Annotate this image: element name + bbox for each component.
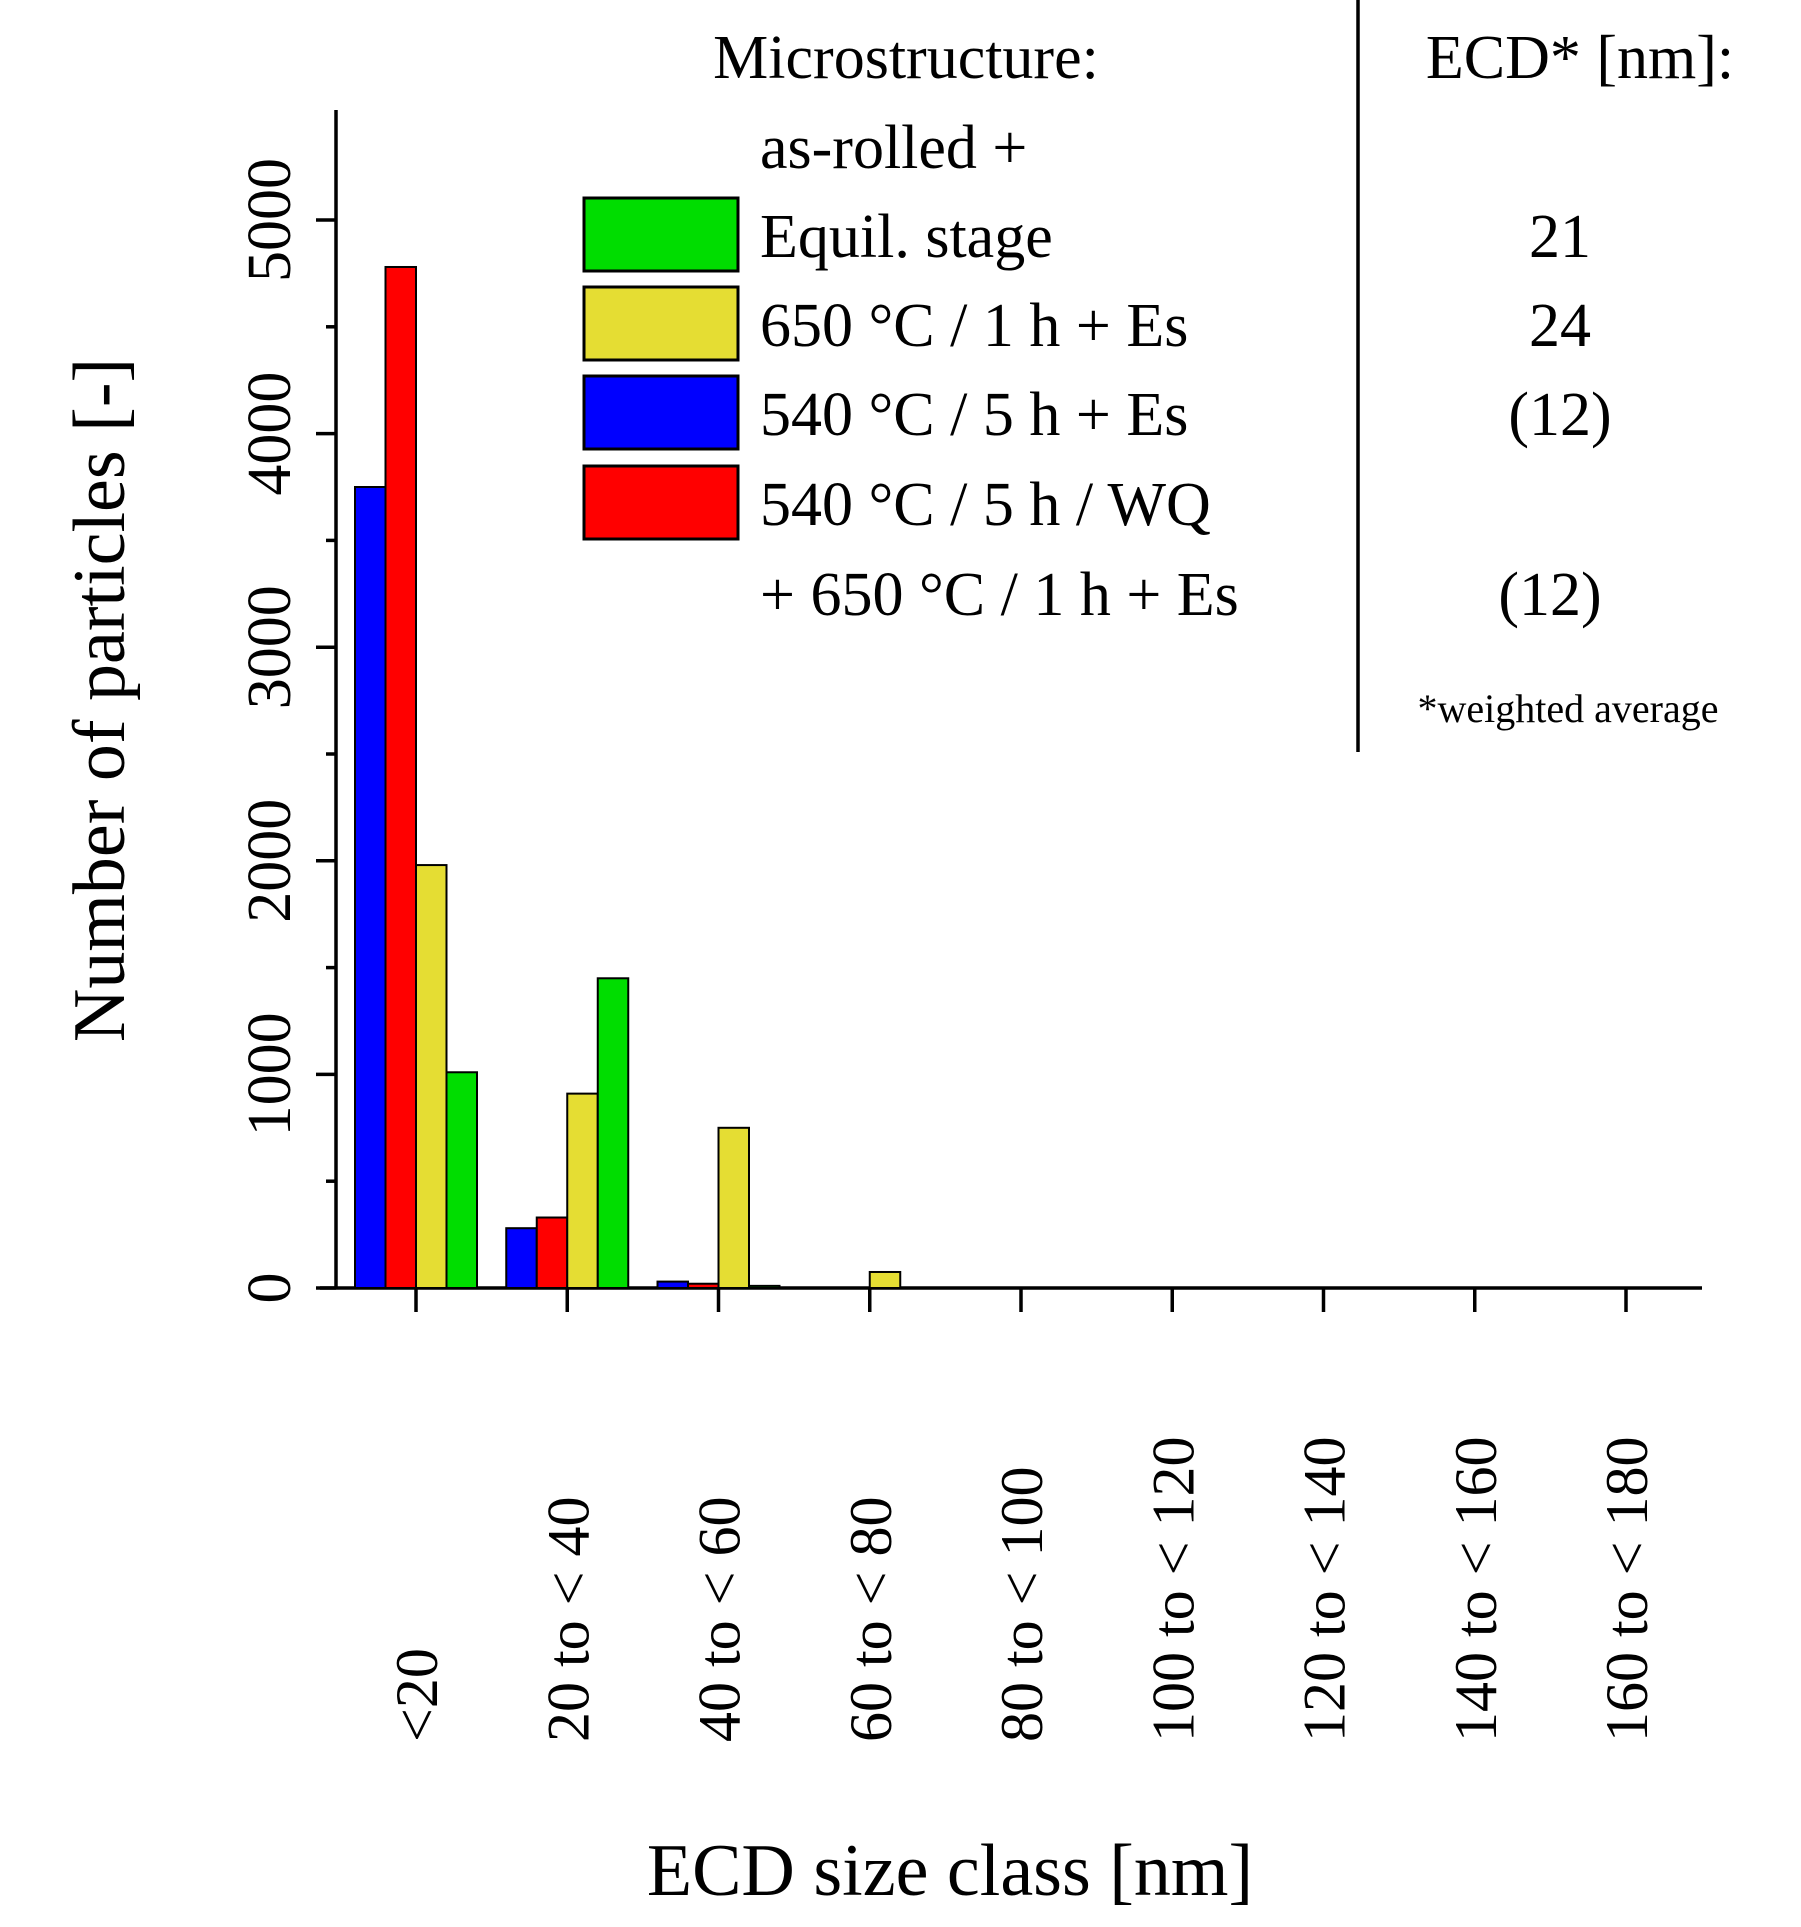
- legend-swatch: [582, 196, 740, 273]
- x-tick-group: <20 20 to < 40 40 to < 60 60 to < 80 80 to <…: [384, 1288, 1660, 1742]
- bar: [354, 486, 387, 1289]
- bar: [656, 1280, 689, 1290]
- legend-swatch: [582, 374, 740, 451]
- bar: [566, 1092, 599, 1290]
- legend-ecd-value: (12): [1508, 381, 1611, 449]
- bars-group: [354, 265, 902, 1290]
- x-tick-label: <20: [384, 1648, 450, 1742]
- legend-entries: Equil. stage 21 650 °C / 1 h + Es 24 540 °C …: [582, 196, 1612, 629]
- y-axis-title: Number of particles [-]: [59, 358, 141, 1042]
- x-tick-label: 140 to < 160: [1443, 1436, 1509, 1742]
- x-tick-label: 80 to < 100: [989, 1466, 1055, 1742]
- bar: [748, 1284, 781, 1290]
- x-tick-label: 40 to < 60: [687, 1496, 753, 1742]
- bar: [868, 1270, 902, 1289]
- y-tick-label: 3000: [236, 585, 304, 709]
- bar: [596, 977, 630, 1290]
- x-tick-label: 60 to < 80: [838, 1496, 904, 1742]
- legend-header: Microstructure:: [713, 24, 1099, 92]
- legend: Microstructure: as-rolled + ECD* [nm]: E…: [582, 0, 1734, 752]
- bar: [535, 1216, 569, 1289]
- y-tick-label: 1000: [236, 1012, 304, 1136]
- legend-ecd-value: 21: [1529, 203, 1591, 271]
- legend-swatch: [582, 464, 740, 541]
- y-tick-group: 0 1000 2000 3000 4000 5000: [236, 158, 336, 1304]
- y-tick-label: 5000: [236, 158, 304, 282]
- bar: [687, 1282, 720, 1290]
- legend-label: 650 °C / 1 h + Es: [760, 292, 1188, 360]
- bar: [384, 265, 417, 1289]
- legend-ecd-value: 24: [1529, 292, 1591, 360]
- bar: [445, 1071, 478, 1290]
- legend-label: Equil. stage: [760, 203, 1053, 271]
- legend-label: 540 °C / 5 h / WQ: [760, 471, 1211, 539]
- legend-ecd-value: (12): [1498, 561, 1601, 629]
- legend-subheader: as-rolled +: [760, 114, 1027, 182]
- legend-label-continued: + 650 °C / 1 h + Es: [760, 561, 1239, 629]
- bar: [505, 1227, 538, 1290]
- x-tick-label: 20 to < 40: [535, 1496, 601, 1742]
- ecd-header: ECD* [nm]:: [1426, 24, 1734, 92]
- legend-swatch: [582, 285, 740, 362]
- bar: [415, 864, 448, 1290]
- legend-label: 540 °C / 5 h + Es: [760, 381, 1188, 449]
- y-tick-label: 4000: [236, 372, 304, 496]
- bar: [717, 1126, 750, 1290]
- y-tick-label: 0: [236, 1273, 304, 1304]
- x-axis-title: ECD size class [nm]: [647, 1830, 1253, 1912]
- y-tick-label: 2000: [236, 799, 304, 923]
- x-tick-label: 160 to < 180: [1594, 1436, 1660, 1742]
- ecd-footnote: *weighted average: [1418, 686, 1719, 731]
- x-tick-label: 100 to < 120: [1140, 1436, 1206, 1742]
- x-tick-label: 120 to < 140: [1292, 1436, 1358, 1742]
